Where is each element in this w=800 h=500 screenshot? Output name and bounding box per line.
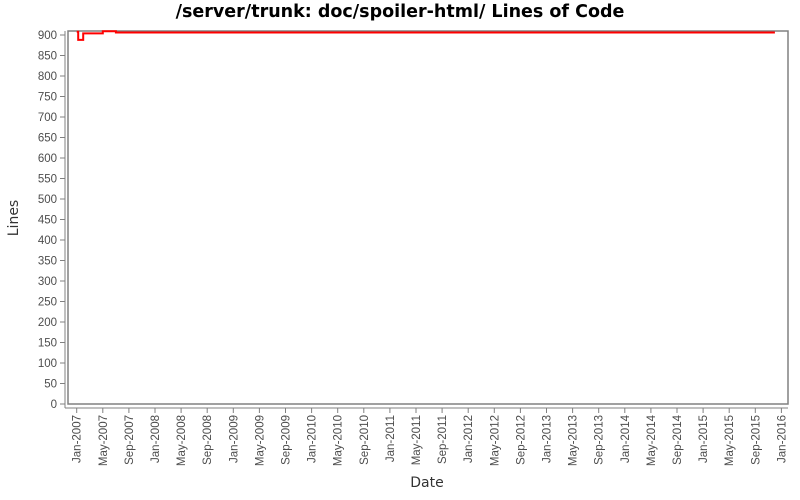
x-axis-title: Date	[410, 475, 444, 491]
y-tick-label: 100	[38, 358, 57, 370]
x-tick-label: Jan-2010	[307, 415, 319, 463]
y-tick-label: 300	[38, 276, 57, 288]
x-tick-label: May-2013	[568, 415, 580, 466]
y-tick-label: 600	[38, 153, 57, 165]
x-tick-label: Jan-2011	[385, 415, 397, 462]
y-tick-label: 850	[38, 51, 57, 63]
chart-title: /server/trunk: doc/spoiler-html/ Lines o…	[175, 2, 625, 22]
y-tick-label: 700	[38, 112, 57, 124]
y-tick-label: 650	[38, 133, 57, 145]
x-tick-label: Jan-2014	[620, 414, 632, 463]
y-tick-label: 900	[38, 30, 57, 42]
x-tick-label: May-2012	[489, 415, 501, 466]
x-tick-label: May-2007	[98, 415, 110, 466]
y-tick-label: 500	[38, 194, 57, 206]
x-tick-label: May-2009	[254, 415, 266, 466]
x-tick-label: May-2011	[411, 415, 423, 465]
loc-line	[76, 30, 775, 41]
y-tick-label: 800	[38, 71, 57, 83]
y-tick-label: 550	[38, 174, 57, 186]
x-tick-label: Jan-2015	[698, 415, 710, 463]
x-tick-label: Sep-2008	[202, 415, 214, 465]
y-tick-label: 200	[38, 317, 57, 329]
y-tick-label: 350	[38, 256, 57, 268]
y-tick-label: 450	[38, 215, 57, 227]
x-tick-label: Jan-2008	[150, 415, 162, 463]
x-tick-label: May-2010	[333, 415, 345, 466]
y-tick-label: 0	[51, 399, 57, 411]
x-tick-label: Sep-2009	[281, 415, 293, 465]
x-tick-label: Sep-2012	[515, 415, 527, 465]
x-tick-label: Sep-2010	[359, 415, 371, 465]
y-tick-label: 750	[38, 92, 57, 104]
y-tick-label: 250	[38, 297, 57, 309]
x-tick-label: May-2014	[646, 414, 658, 466]
x-tick-label: May-2015	[724, 415, 736, 466]
x-tick-label: Jan-2012	[463, 415, 475, 463]
x-tick-label: Sep-2015	[750, 415, 762, 465]
plot-border	[67, 30, 789, 405]
x-tick-label: Jan-2013	[542, 415, 554, 463]
x-tick-label: Sep-2013	[594, 415, 606, 465]
y-tick-label: 50	[44, 379, 57, 391]
x-tick-label: Jan-2009	[228, 415, 240, 463]
x-tick-label: Sep-2007	[124, 415, 136, 465]
x-tick-label: Sep-2014	[672, 414, 684, 464]
x-tick-label: Jan-2016	[776, 415, 788, 463]
x-tick-label: Jan-2007	[72, 415, 84, 463]
x-tick-label: Sep-2011	[437, 415, 449, 464]
y-tick-label: 400	[38, 235, 57, 247]
x-tick-label: May-2008	[176, 415, 188, 466]
y-tick-label: 150	[38, 338, 57, 350]
